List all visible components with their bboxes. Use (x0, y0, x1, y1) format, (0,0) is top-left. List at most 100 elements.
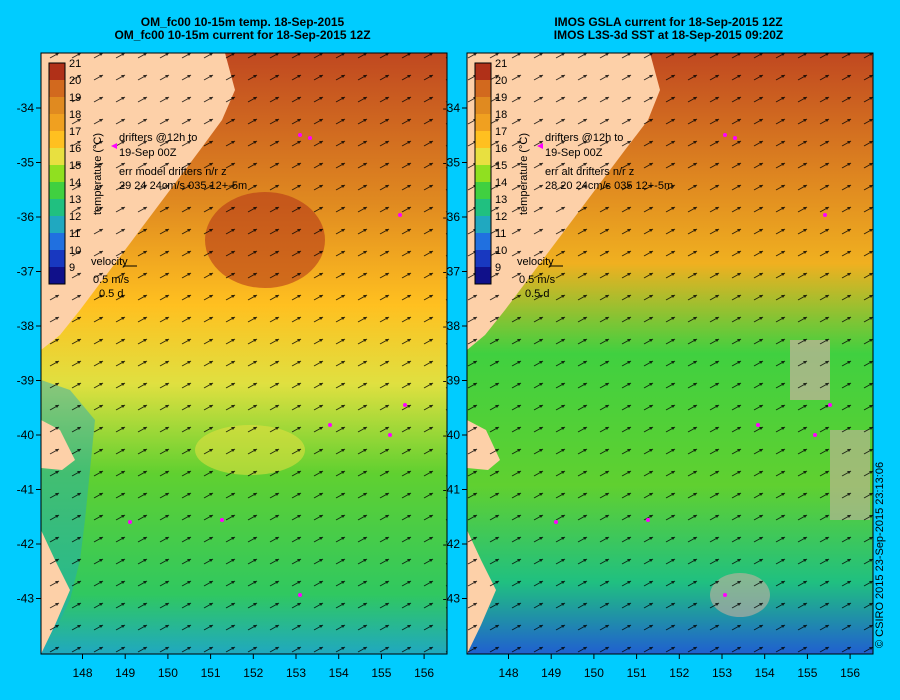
lat-tick-label: -43 (17, 592, 35, 606)
right-title-line1: IMOS GSLA current for 18-Sep-2015 12Z (554, 15, 783, 29)
colorbar-swatch (49, 199, 65, 216)
drifter-legend-icon (111, 143, 117, 149)
colorbar-tick-label: 17 (495, 126, 507, 138)
colorbar-tick-label: 10 (495, 245, 507, 257)
velocity-time: 0.5 d (99, 288, 123, 300)
lon-tick-label: 156 (414, 666, 434, 680)
lon-tick-label: 154 (755, 666, 775, 680)
colorbar-tick-label: 15 (69, 160, 81, 172)
colorbar-frame (474, 62, 492, 285)
colorbar-swatch (49, 63, 65, 80)
colorbar-swatch (475, 267, 491, 284)
lon-tick-label: 155 (371, 666, 391, 680)
colorbar-label: temperature (°C) (92, 133, 104, 215)
colorbar-swatch (49, 233, 65, 250)
left-colorbar: 21 20 19 18 17 16 15 14 13 12 11 10 9 temperature (°C… (48, 58, 247, 300)
colorbar-tick-label: 12 (495, 211, 507, 223)
right-map-panel (466, 52, 874, 655)
lat-tick-label: -37 (443, 265, 461, 279)
left-title-line1: OM_fc00 10-15m temp. 18-Sep-2015 (140, 15, 345, 29)
left-axes: 148 149 150 151 152 153 154 155 156-34-35-36-37-… (17, 101, 435, 680)
right-velocity-arrows (467, 53, 873, 654)
colorbar-tick-label: 19 (69, 92, 81, 104)
lat-tick-label: -36 (17, 210, 35, 224)
colorbar-tick-label: 11 (495, 228, 506, 240)
colorbar-tick-label: 16 (495, 143, 507, 155)
colorbar-tick-label: 16 (69, 143, 81, 155)
velocity-label: velocity (517, 256, 554, 268)
colorbar-tick-label: 19 (495, 92, 507, 104)
colorbar-swatch (475, 80, 491, 97)
colorbar-tick-label: 17 (69, 126, 81, 138)
lat-tick-label: -35 (443, 156, 461, 170)
lat-tick-label: -42 (17, 537, 35, 551)
drifters-note-line1: drifters @12h to (119, 132, 197, 144)
drifter-legend-icon (537, 143, 543, 149)
colorbar-swatch (475, 114, 491, 131)
colorbar-tick-label: 20 (495, 75, 507, 87)
left-velocity-arrows (41, 53, 447, 654)
colorbar-swatch (49, 97, 65, 114)
lon-tick-label: 151 (201, 666, 221, 680)
colorbar-swatch (475, 165, 491, 182)
left-panel-title: OM_fc00 10-15m temp. 18-Sep-2015 OM_fc00… (40, 16, 445, 42)
colorbar-tick-label: 21 (495, 58, 507, 70)
colorbar-swatch (475, 148, 491, 165)
lon-tick-label: 156 (840, 666, 860, 680)
lon-tick-label: 150 (584, 666, 604, 680)
colorbar-swatch (475, 250, 491, 267)
velocity-label: velocity (91, 256, 128, 268)
lat-tick-label: -37 (17, 265, 35, 279)
colorbar-tick-label: 12 (69, 211, 81, 223)
colorbar-swatch (475, 216, 491, 233)
colorbar-swatch (475, 199, 491, 216)
colorbar-swatch (475, 97, 491, 114)
lat-tick-label: -40 (17, 428, 35, 442)
lat-tick-label: -43 (443, 592, 461, 606)
lon-tick-label: 148 (72, 666, 92, 680)
lat-tick-label: -39 (443, 374, 461, 388)
err-note-line2: 28 20 24cm/s 035 12+-5m (545, 180, 673, 192)
err-note-line2: 29 24 24cm/s 035 12+-5m (119, 180, 247, 192)
colorbar-swatch (49, 216, 65, 233)
colorbar-tick-label: 14 (69, 177, 81, 189)
colorbar-frame (48, 62, 66, 285)
right-title-line2: IMOS L3S-3d SST at 18-Sep-2015 09:20Z (553, 28, 784, 42)
right-drifters (554, 133, 832, 597)
lon-tick-label: 148 (498, 666, 518, 680)
credit-text: © CSIRO 2015 23-Sep-2015 23:13:06 (874, 461, 886, 648)
colorbar-tick-label: 10 (69, 245, 81, 257)
drifters-note-line2: 19-Sep 00Z (119, 147, 177, 159)
colorbar-swatch (49, 114, 65, 131)
lat-tick-label: -41 (17, 483, 35, 497)
velocity-speed: 0.5 m/s (519, 274, 556, 286)
lon-tick-label: 150 (158, 666, 178, 680)
velocity-speed: 0.5 m/s (93, 274, 130, 286)
colorbar-tick-label: 14 (495, 177, 507, 189)
drifters-note-line2: 19-Sep 00Z (545, 147, 603, 159)
colorbar-swatch (475, 233, 491, 250)
left-title-line2: OM_fc00 10-15m current for 18-Sep-2015 1… (114, 28, 371, 42)
colorbar-swatch (49, 165, 65, 182)
velocity-time: 0.5 d (525, 288, 549, 300)
colorbar-tick-label: 9 (69, 262, 75, 274)
lat-tick-label: -40 (443, 428, 461, 442)
colorbar-label: temperature (°C) (518, 133, 530, 215)
lat-tick-label: -39 (17, 374, 35, 388)
lon-tick-label: 152 (243, 666, 263, 680)
colorbar-swatch (475, 63, 491, 80)
colorbar-swatch (49, 267, 65, 284)
overlays: 21 20 19 18 17 16 15 14 13 12 11 10 9 temperature (°C… (48, 58, 673, 300)
right-panel-title: IMOS GSLA current for 18-Sep-2015 12Z IM… (466, 16, 871, 42)
colorbar-tick-label: 13 (495, 194, 507, 206)
colorbar-swatch (49, 131, 65, 148)
colorbar-tick-label: 11 (69, 228, 80, 240)
colorbar-swatch (49, 182, 65, 199)
lon-tick-label: 149 (115, 666, 135, 680)
colorbar-tick-label: 20 (69, 75, 81, 87)
colorbar-swatch (475, 182, 491, 199)
lat-tick-label: -38 (17, 319, 35, 333)
lat-tick-label: -41 (443, 483, 461, 497)
right-map-frame (466, 52, 874, 655)
